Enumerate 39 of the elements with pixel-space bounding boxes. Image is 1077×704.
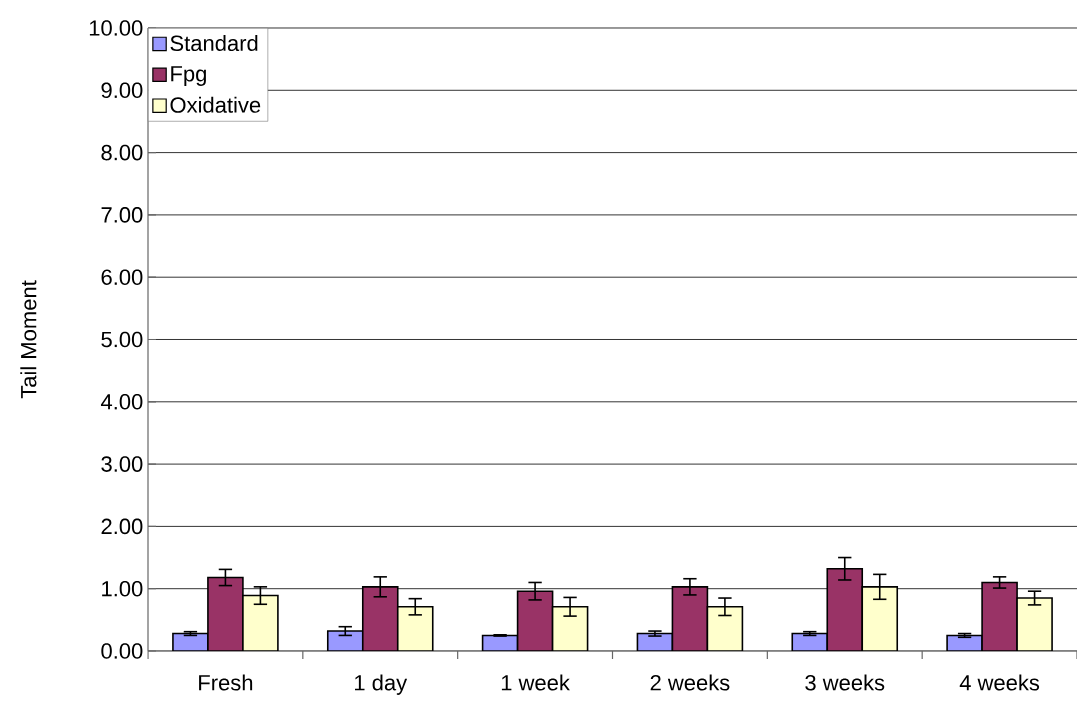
x-tick-label: 1 day xyxy=(355,674,408,695)
bar xyxy=(1016,597,1053,651)
bar xyxy=(946,634,983,651)
bar xyxy=(396,605,434,651)
bar xyxy=(791,632,829,651)
y-tick-label: 6.00 xyxy=(101,269,143,285)
bar xyxy=(981,581,1018,651)
bar xyxy=(207,576,244,651)
y-tick-label: 2.00 xyxy=(101,518,143,535)
x-tick-label: 2 weeks xyxy=(650,674,730,691)
y-tick-label: 8.00 xyxy=(101,144,143,161)
y-tick-label: 5.00 xyxy=(101,331,143,348)
bar xyxy=(481,634,519,651)
x-tick-label: Fresh xyxy=(199,674,253,691)
x-tick-label: 1 week xyxy=(501,674,570,691)
bar xyxy=(636,632,674,651)
y-tick-label: 0.00 xyxy=(101,643,143,659)
bar xyxy=(516,590,554,651)
bar xyxy=(671,586,709,651)
y-tick-label: 4.00 xyxy=(100,394,143,410)
bar xyxy=(361,586,399,651)
y-axis-title: Tail Moment xyxy=(20,280,37,399)
y-tick-label: 1.00 xyxy=(102,580,143,597)
legend-label: Oxidative xyxy=(170,96,261,113)
y-tick-label: 7.00 xyxy=(101,207,143,223)
y-tick-label: 9.00 xyxy=(101,82,143,99)
bar xyxy=(861,586,899,651)
bar xyxy=(172,632,209,651)
legend-label: Fpg xyxy=(171,66,206,86)
bar xyxy=(706,605,744,651)
legend-label: Standard xyxy=(170,34,258,52)
bar xyxy=(326,630,364,651)
bar xyxy=(242,594,279,651)
bar xyxy=(551,605,589,651)
y-tick-label: 10.00 xyxy=(89,20,143,36)
x-tick-label: 3 weeks xyxy=(805,674,885,691)
y-tick-label: 3.00 xyxy=(101,456,143,472)
x-tick-label: 4 weeks xyxy=(959,674,1040,691)
bar xyxy=(826,567,864,651)
